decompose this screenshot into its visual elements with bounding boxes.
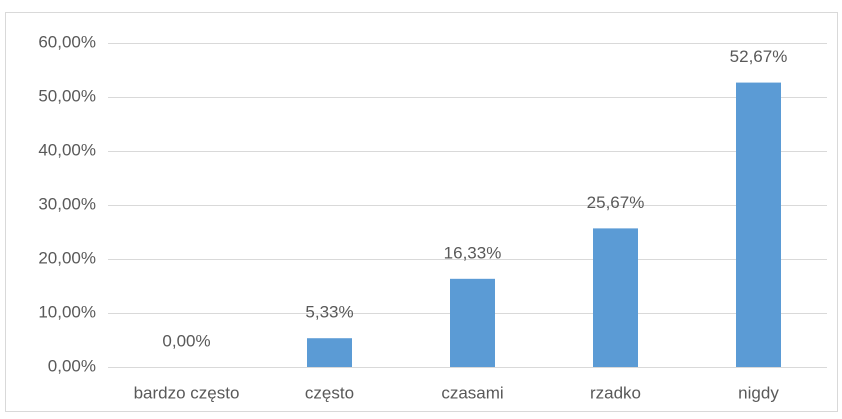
chart-border xyxy=(5,12,838,412)
value-label: 0,00% xyxy=(162,331,210,350)
y-tick-label: 30,00% xyxy=(38,194,96,213)
x-tick-label: czasami xyxy=(441,383,503,402)
y-tick-label: 0,00% xyxy=(48,356,96,375)
bar xyxy=(450,278,495,367)
x-tick-label: często xyxy=(305,383,354,402)
x-tick-label: nigdy xyxy=(738,383,779,402)
bar xyxy=(593,228,638,367)
y-tick-label: 10,00% xyxy=(38,302,96,321)
bar xyxy=(736,82,781,367)
y-tick-label: 20,00% xyxy=(38,248,96,267)
x-tick-label: rzadko xyxy=(590,383,641,402)
y-tick-label: 50,00% xyxy=(38,86,96,105)
y-tick-label: 40,00% xyxy=(38,140,96,159)
value-label: 5,33% xyxy=(305,303,353,322)
y-tick-label: 60,00% xyxy=(38,32,96,51)
x-tick-label: bardzo często xyxy=(134,383,240,402)
bar xyxy=(307,338,352,367)
value-label: 16,33% xyxy=(444,243,502,262)
value-label: 52,67% xyxy=(730,47,788,66)
value-label: 25,67% xyxy=(587,193,645,212)
